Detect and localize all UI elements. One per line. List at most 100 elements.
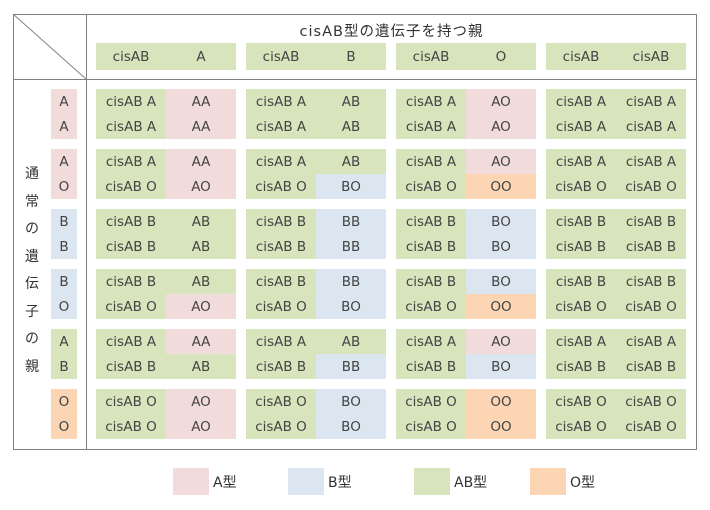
- side-title-char: 子: [25, 303, 39, 320]
- genotype-cell: cisAB O: [546, 389, 616, 414]
- genotype-cell: cisAB B: [396, 269, 466, 294]
- genotype-cell: cisAB B: [616, 209, 686, 234]
- side-title-char: 伝: [25, 276, 39, 292]
- genotype-cell: cisAB O: [246, 294, 316, 319]
- side-divider: [86, 14, 87, 450]
- side-title-char: 通: [25, 166, 39, 182]
- genotype-cell: BO: [466, 269, 536, 294]
- row-allele: A: [51, 329, 77, 354]
- row-allele: A: [51, 114, 77, 139]
- genotype-cell: cisAB A: [96, 149, 166, 174]
- genotype-cell: BB: [316, 209, 386, 234]
- genotype-cell: cisAB O: [616, 294, 686, 319]
- genotype-cell: AO: [166, 389, 236, 414]
- row-allele: B: [51, 234, 77, 259]
- genotype-cell: cisAB A: [246, 89, 316, 114]
- column-header-gene2: A: [196, 48, 206, 65]
- genotype-cell: AB: [316, 89, 386, 114]
- row-allele: B: [51, 354, 77, 379]
- side-title-char: 遺: [25, 248, 39, 265]
- genotype-cell: cisAB B: [396, 234, 466, 259]
- column-header-bg: [96, 43, 236, 70]
- genotype-cell: cisAB O: [96, 414, 166, 439]
- genotype-cell: AO: [166, 294, 236, 319]
- genotype-cell: cisAB A: [616, 149, 686, 174]
- genotype-cell: cisAB A: [246, 149, 316, 174]
- genotype-cell: cisAB B: [546, 269, 616, 294]
- genotype-cell: cisAB A: [96, 89, 166, 114]
- genotype-cell: AB: [316, 149, 386, 174]
- genotype-cell: cisAB B: [96, 269, 166, 294]
- genotype-cell: cisAB B: [396, 354, 466, 379]
- side-title-char: の: [25, 331, 39, 347]
- genotype-cell: BO: [316, 174, 386, 199]
- legend-label: B型: [328, 475, 352, 491]
- row-allele: O: [51, 414, 77, 439]
- genotype-cell: cisAB B: [96, 234, 166, 259]
- genotype-cell: cisAB B: [246, 269, 316, 294]
- genotype-cell: AA: [166, 89, 236, 114]
- genotype-cell: AO: [466, 89, 536, 114]
- genotype-cell: cisAB O: [396, 294, 466, 319]
- genotype-cell: cisAB B: [616, 354, 686, 379]
- genotype-cell: cisAB B: [246, 354, 316, 379]
- column-header-bg: [396, 43, 536, 70]
- genotype-cell: cisAB O: [96, 389, 166, 414]
- genotype-cell: AO: [466, 149, 536, 174]
- genotype-cell: BO: [316, 294, 386, 319]
- genotype-cell: cisAB A: [616, 114, 686, 139]
- genotype-cell: cisAB A: [546, 329, 616, 354]
- genotype-cell: cisAB O: [246, 414, 316, 439]
- legend-label: A型: [213, 475, 237, 491]
- row-allele: O: [51, 294, 77, 319]
- genotype-cell: cisAB B: [616, 234, 686, 259]
- corner-diagonal: [13, 14, 86, 79]
- column-header-gene2: cisAB: [632, 48, 670, 65]
- genotype-cell: cisAB B: [246, 209, 316, 234]
- genotype-cell: AA: [166, 114, 236, 139]
- column-header-gene2: B: [346, 48, 356, 65]
- genotype-cell: AA: [166, 149, 236, 174]
- genotype-cell: cisAB O: [396, 389, 466, 414]
- genotype-cell: AB: [316, 329, 386, 354]
- genotype-cell: cisAB O: [546, 414, 616, 439]
- genotype-cell: AB: [166, 269, 236, 294]
- genotype-cell: cisAB A: [96, 114, 166, 139]
- genotype-cell: cisAB A: [616, 329, 686, 354]
- genotype-cell: AB: [166, 209, 236, 234]
- genotype-cell: BO: [466, 209, 536, 234]
- legend-label: O型: [570, 475, 596, 491]
- genotype-cell: AB: [316, 114, 386, 139]
- side-title-char: 常: [25, 193, 39, 210]
- genotype-cell: cisAB O: [246, 389, 316, 414]
- genotype-cell: cisAB O: [616, 174, 686, 199]
- genotype-cell: cisAB B: [546, 209, 616, 234]
- genotype-cell: cisAB A: [546, 114, 616, 139]
- genotype-cell: AO: [166, 414, 236, 439]
- genotype-cell: AA: [166, 329, 236, 354]
- genotype-cell: cisAB O: [546, 174, 616, 199]
- genotype-cell: cisAB A: [546, 89, 616, 114]
- genotype-cell: OO: [466, 174, 536, 199]
- genotype-cell: cisAB A: [396, 149, 466, 174]
- genotype-cell: AO: [166, 174, 236, 199]
- row-allele: O: [51, 389, 77, 414]
- corner-diagonal-line: [13, 14, 86, 79]
- genotype-cell: cisAB B: [96, 354, 166, 379]
- genotype-cell: AO: [466, 114, 536, 139]
- genotype-cell: BO: [316, 414, 386, 439]
- genotype-cell: cisAB A: [396, 114, 466, 139]
- genotype-cell: cisAB B: [246, 234, 316, 259]
- side-title-char: の: [25, 221, 39, 237]
- row-allele: A: [51, 149, 77, 174]
- genotype-cell: BB: [316, 269, 386, 294]
- genotype-cell: OO: [466, 294, 536, 319]
- genotype-cell: cisAB A: [396, 329, 466, 354]
- genotype-cell: cisAB A: [546, 149, 616, 174]
- genotype-cell: BO: [466, 234, 536, 259]
- column-header-bg: [246, 43, 386, 70]
- genotype-cell: cisAB O: [616, 389, 686, 414]
- top-header-title: cisAB型の遺伝子を持つ親: [299, 24, 484, 40]
- genotype-cell: cisAB B: [616, 269, 686, 294]
